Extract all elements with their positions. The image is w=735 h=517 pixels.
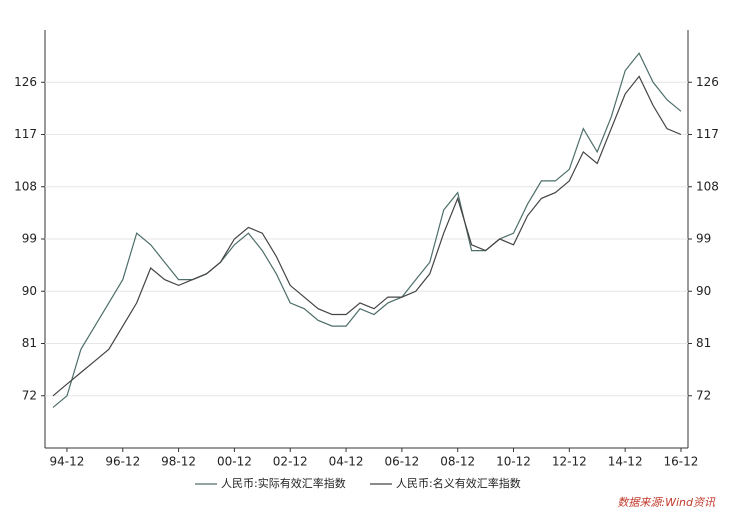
x-tick-label: 08-12 [440,455,475,469]
y2-tick-label: 90 [696,284,711,298]
y-tick-label: 72 [22,388,37,402]
x-tick-label: 94-12 [50,455,85,469]
y-tick-label: 81 [22,336,37,350]
x-tick-label: 00-12 [217,455,252,469]
x-tick-label: 04-12 [329,455,364,469]
series-line [52,52,682,408]
x-tick-label: 10-12 [496,455,531,469]
source-note: 数据来源:Wind资讯 [617,496,716,509]
y-tick-label: 126 [14,75,37,89]
x-tick-label: 16-12 [664,455,699,469]
x-tick-label: 96-12 [105,455,140,469]
y-tick-label: 90 [22,284,37,298]
legend-label: 人民币:实际有效汇率指数 [221,476,346,490]
y2-tick-label: 72 [696,388,711,402]
series-line [52,75,682,397]
y-tick-label: 108 [14,179,37,193]
x-tick-label: 12-12 [552,455,587,469]
y-tick-label: 117 [14,127,37,141]
y-tick-label: 99 [22,232,37,246]
y2-tick-label: 117 [696,127,719,141]
x-tick-label: 98-12 [161,455,196,469]
legend-label: 人民币:名义有效汇率指数 [396,476,521,490]
x-tick-label: 14-12 [608,455,643,469]
y2-tick-label: 81 [696,336,711,350]
x-tick-label: 06-12 [384,455,419,469]
y2-tick-label: 126 [696,75,719,89]
x-tick-label: 02-12 [273,455,308,469]
y2-tick-label: 108 [696,179,719,193]
y2-tick-label: 99 [696,232,711,246]
